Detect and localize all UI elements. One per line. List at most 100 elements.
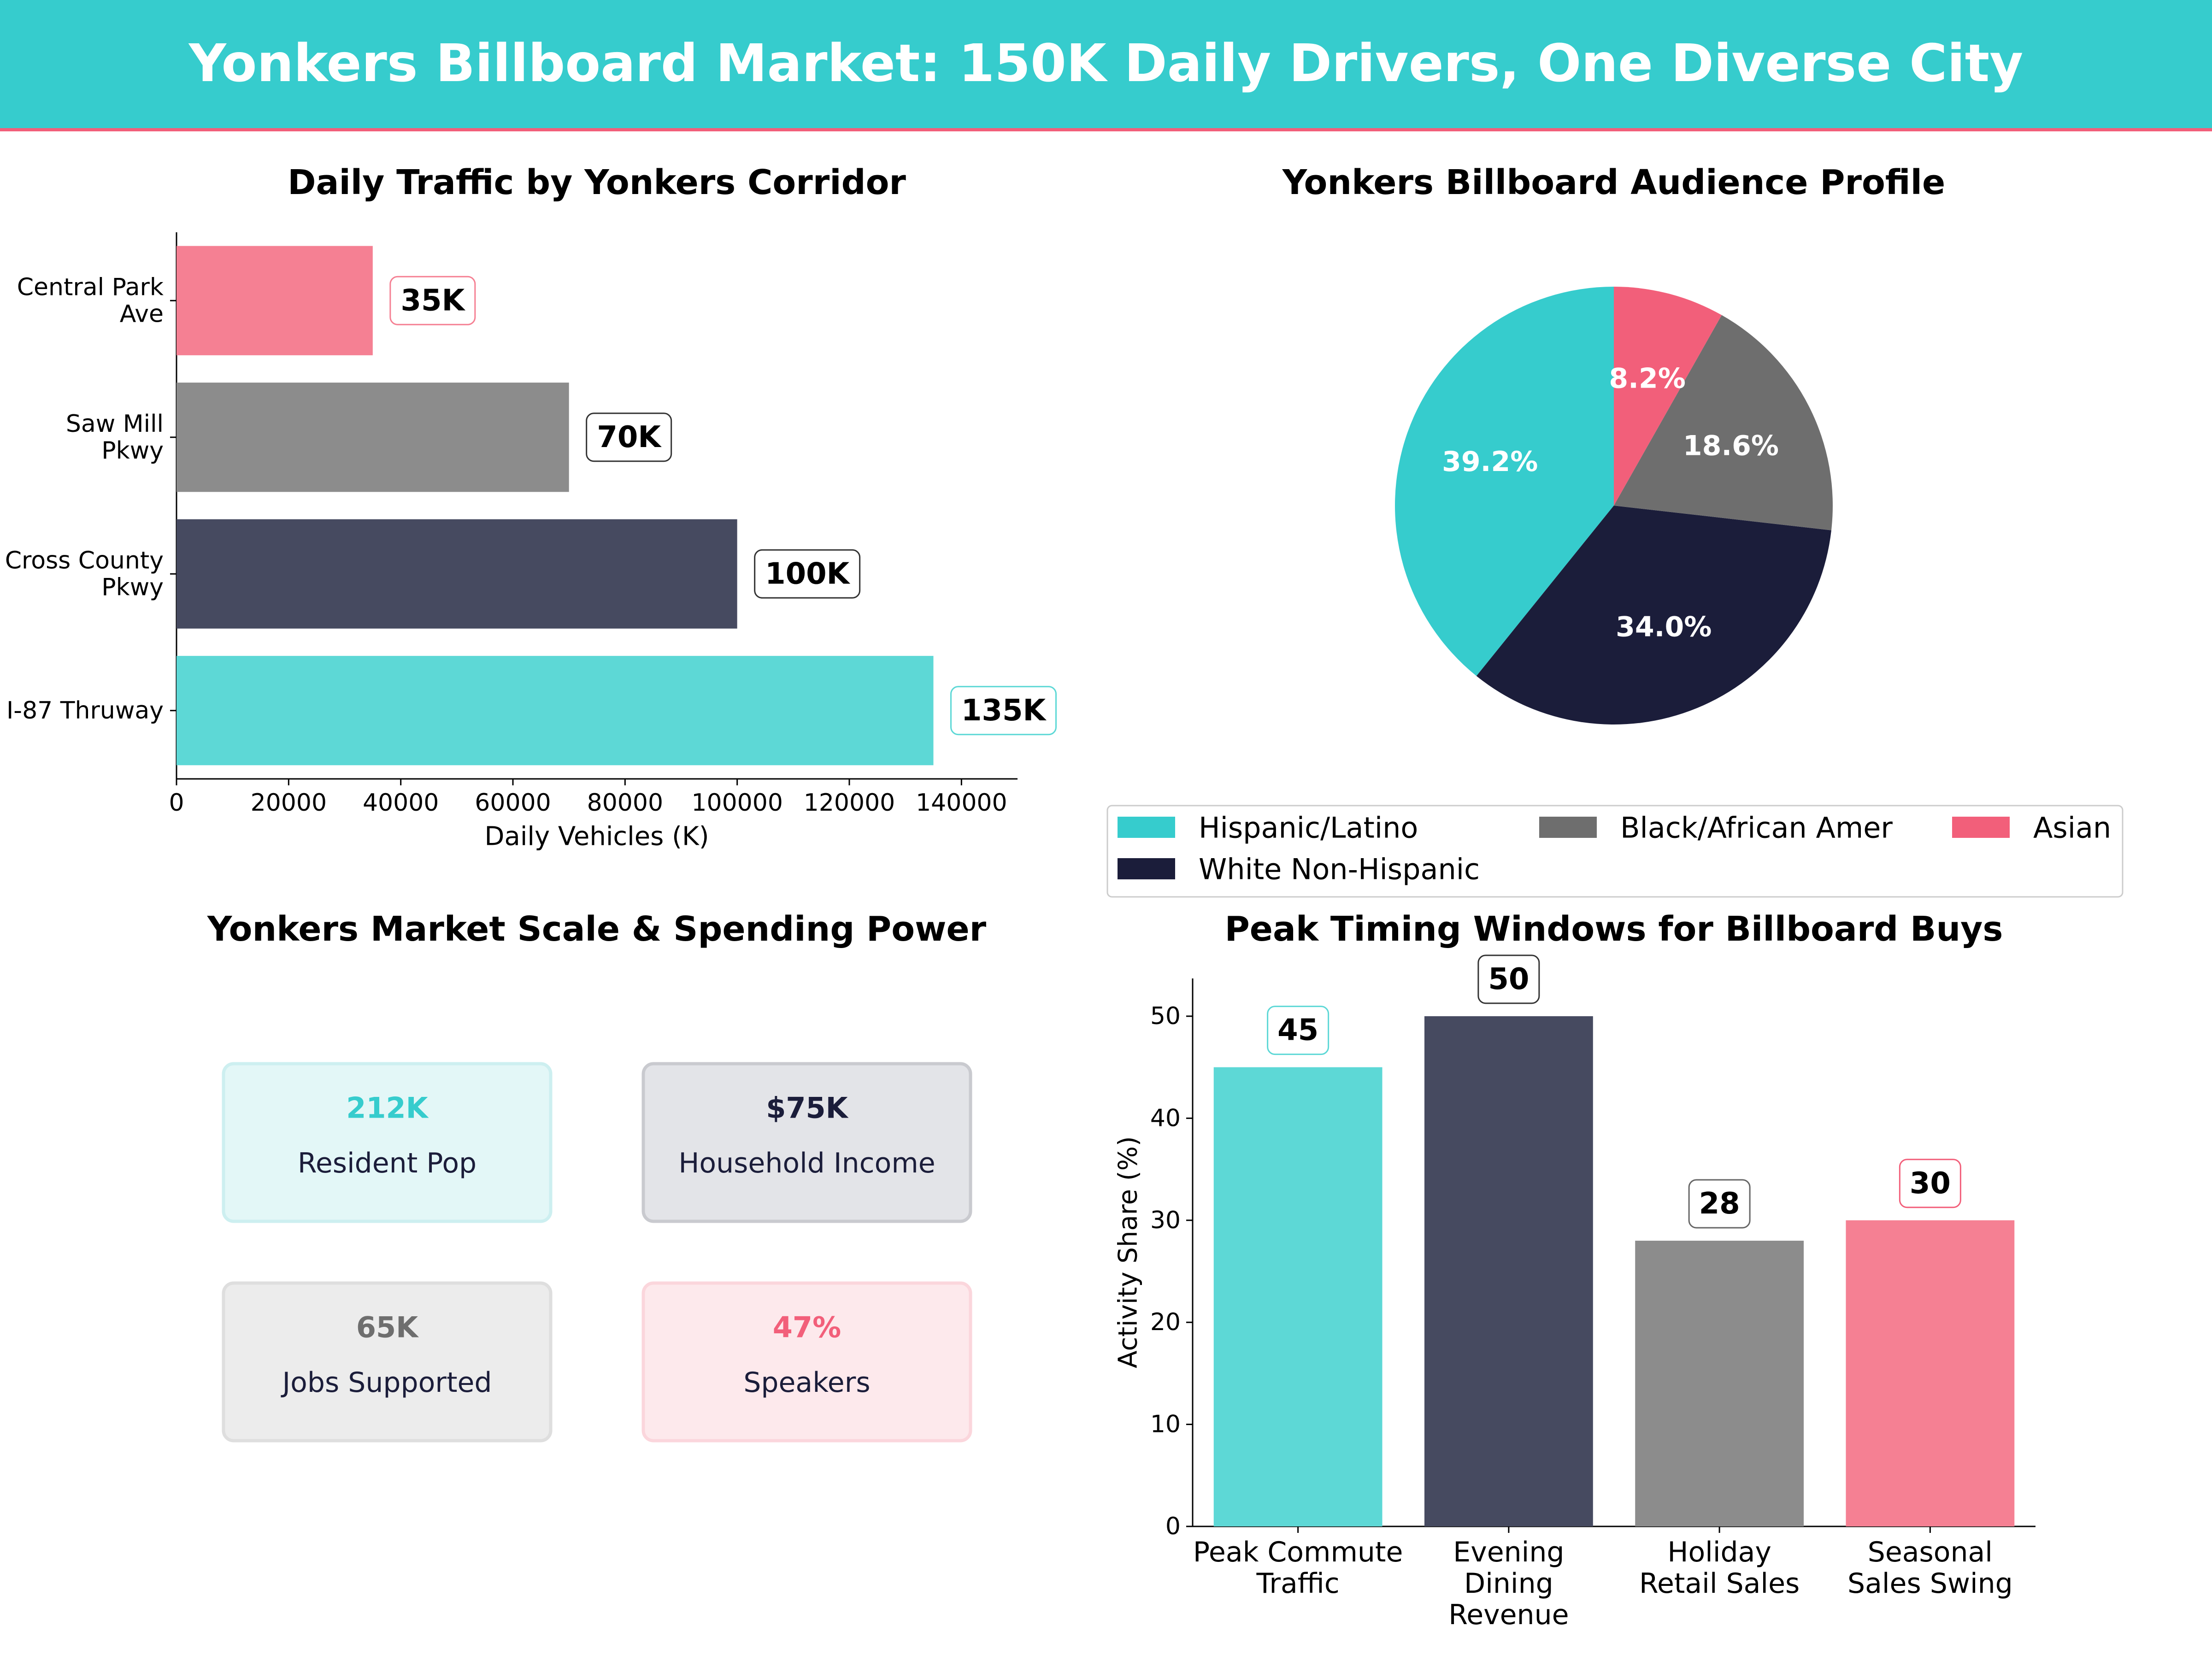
value-label-box <box>1267 1006 1330 1055</box>
timing-y-axis-label: Activity Share (%) <box>1113 1136 1143 1368</box>
timing-bar <box>1213 1067 1382 1526</box>
x-tick-label: 40000 <box>363 789 439 817</box>
svg-text:I-87 Thruway: I-87 Thruway <box>6 697 164 724</box>
legend-label: Hispanic/Latino <box>1199 811 1418 845</box>
svg-text:Ave: Ave <box>120 300 164 328</box>
value-label-box <box>754 549 861 599</box>
y-tick-label: 10 <box>1150 1411 1181 1438</box>
value-label: 100K <box>765 557 851 591</box>
pie-slice <box>1476 506 1831 724</box>
kpi-card: 212K Resident Pop <box>222 1062 553 1223</box>
header-underline <box>0 128 2212 131</box>
legend-swatch <box>1539 817 1597 838</box>
kpi-card-background <box>641 1281 972 1443</box>
y-tick-label: 40 <box>1150 1104 1181 1132</box>
y-tick-label: 30 <box>1150 1207 1181 1234</box>
value-label-box <box>1688 1179 1751 1229</box>
traffic-bar <box>176 656 934 766</box>
traffic-bar-chart: 0 20000 40000 60000 80000 100000 120000 140000 C… <box>5 232 1057 817</box>
timing-bar <box>1846 1220 2015 1526</box>
x-tick-label: 120000 <box>804 789 895 817</box>
kpi-card: 47% Speakers <box>641 1281 972 1443</box>
y-tick-label: 20 <box>1150 1308 1181 1336</box>
value-label: 30 <box>1910 1166 1951 1201</box>
x-tick-label: 0 <box>169 789 184 817</box>
x-tick-label: 80000 <box>587 789 663 817</box>
pie-slice <box>1614 315 1833 530</box>
legend-label: White Non-Hispanic <box>1199 853 1480 886</box>
value-label: 50 <box>1488 962 1529 996</box>
market-scale-cards: 212K Resident Pop $75K Household Income 65K J… <box>222 1062 972 1443</box>
audience-pie-chart: 39.2% 34.0% 18.6% 8.2% Hispanic/Latino Black/… <box>1106 287 2124 898</box>
traffic-bar <box>176 519 737 629</box>
header-banner: Yonkers Billboard Market: 150K Daily Dri… <box>0 0 2212 131</box>
svg-text:Central Park: Central Park <box>17 273 164 301</box>
kpi-card: $75K Household Income <box>641 1062 972 1223</box>
legend-label: Asian <box>2033 811 2111 845</box>
value-label: 70K <box>597 420 662 454</box>
legend-swatch <box>1118 817 1175 838</box>
kpi-label: Speakers <box>743 1366 870 1399</box>
value-label-box <box>389 276 476 325</box>
legend-swatch <box>1118 858 1175 879</box>
svg-text:Retail Sales: Retail Sales <box>1639 1567 1800 1600</box>
kpi-card-background <box>222 1062 553 1223</box>
value-label-box <box>1899 1159 1961 1208</box>
header-background <box>0 0 2212 128</box>
traffic-x-axis-label: Daily Vehicles (K) <box>484 822 709 852</box>
page-title: Yonkers Billboard Market: 150K Daily Dri… <box>188 34 2024 94</box>
kpi-card-background <box>222 1281 553 1443</box>
svg-text:Seasonal: Seasonal <box>1868 1536 1993 1568</box>
traffic-bar <box>176 246 373 355</box>
timing-bar <box>1424 1016 1593 1526</box>
pie-value-label: 34.0% <box>1616 611 1712 643</box>
kpi-label: Household Income <box>678 1147 935 1179</box>
svg-text:Cross County: Cross County <box>5 547 164 574</box>
value-label: 35K <box>401 283 466 318</box>
value-label: 45 <box>1277 1013 1318 1048</box>
svg-text:Saw Mill: Saw Mill <box>66 410 164 438</box>
value-label-box <box>1477 954 1540 1004</box>
legend-swatch <box>1952 817 2010 838</box>
kpi-value: 212K <box>346 1091 429 1125</box>
legend-frame <box>1106 805 2124 898</box>
value-label-box <box>950 686 1057 736</box>
kpi-label: Jobs Supported <box>280 1366 492 1399</box>
value-label: 28 <box>1699 1187 1740 1221</box>
svg-text:Evening: Evening <box>1453 1536 1564 1568</box>
legend-label: Black/African Amer <box>1620 811 1893 845</box>
svg-text:Revenue: Revenue <box>1448 1599 1569 1631</box>
svg-text:Holiday: Holiday <box>1667 1536 1771 1568</box>
pie-value-label: 8.2% <box>1609 362 1685 395</box>
x-tick-label: 60000 <box>475 789 551 817</box>
pie-legend: Hispanic/Latino Black/African Amer Asian Wh… <box>1106 805 2124 898</box>
svg-text:Traffic: Traffic <box>1256 1567 1339 1600</box>
timing-bar <box>1635 1241 1804 1526</box>
x-tick-label: 140000 <box>916 789 1007 817</box>
audience-chart-title: Yonkers Billboard Audience Profile <box>1282 163 1945 202</box>
kpi-value: $75K <box>766 1091 848 1125</box>
pie-value-label: 18.6% <box>1683 430 1779 462</box>
x-tick-label: 100000 <box>691 789 783 817</box>
y-tick-label: I-87 Thruway <box>6 697 164 724</box>
kpi-card-background <box>641 1062 972 1223</box>
kpi-value: 47% <box>773 1311 841 1344</box>
market-scale-title: Yonkers Market Scale & Spending Power <box>207 909 987 949</box>
kpi-value: 65K <box>356 1311 419 1344</box>
x-tick-label: 20000 <box>251 789 327 817</box>
timing-chart-title: Peak Timing Windows for Billboard Buys <box>1225 909 2003 949</box>
svg-text:Pkwy: Pkwy <box>101 437 164 465</box>
svg-text:Sales Swing: Sales Swing <box>1847 1567 2013 1600</box>
y-tick-label: 50 <box>1150 1002 1181 1030</box>
traffic-bar <box>176 383 569 492</box>
value-label: 135K <box>961 694 1047 728</box>
